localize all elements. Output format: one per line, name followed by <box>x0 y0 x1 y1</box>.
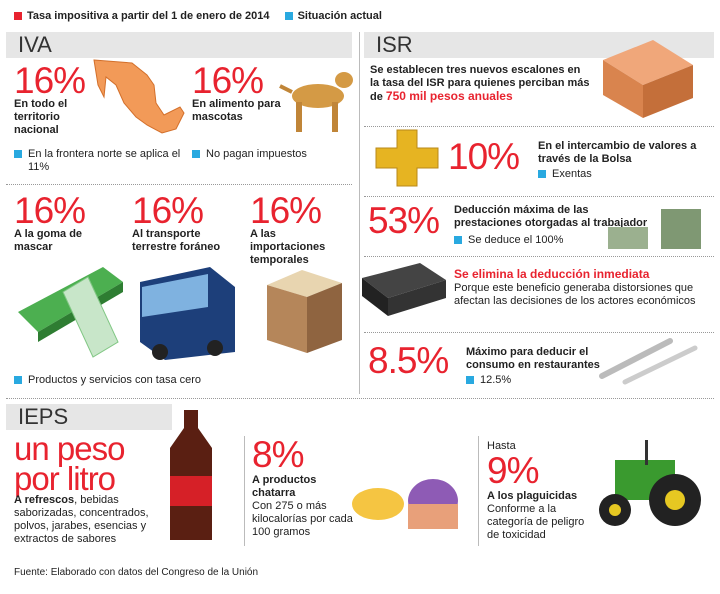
section-title: IEPS <box>18 404 69 429</box>
desc: En el intercambio de valores a través de… <box>538 140 697 165</box>
rate: 8.5% <box>368 340 449 381</box>
rate: 8% <box>252 434 304 475</box>
current: Exentas <box>538 168 702 181</box>
divider <box>359 32 360 394</box>
ieps-header: IEPS <box>6 404 172 430</box>
mexico-map <box>93 59 185 134</box>
desc: Con 275 o más kilocalorías por cada 100 … <box>252 500 353 538</box>
calculator-illustration <box>362 263 446 316</box>
desc: A refrescos, bebidas saborizadas, concen… <box>14 494 164 546</box>
section-title: IVA <box>18 32 52 57</box>
desc: Al transporte terrestre foráneo <box>132 228 221 253</box>
tractor-illustration <box>599 440 701 526</box>
bottle-illustration <box>170 410 212 540</box>
current: En la frontera norte se aplica el 11% <box>14 148 198 174</box>
section-title: ISR <box>376 32 413 57</box>
rate: 53% <box>368 200 440 241</box>
dog-illustration <box>279 72 353 132</box>
money-illustration <box>603 40 693 118</box>
rate: un peso por litro <box>14 430 125 497</box>
desc: Máximo para deducir el consumo en restau… <box>466 346 600 371</box>
divider <box>364 256 714 257</box>
desc: Porque este beneficio generaba distorsio… <box>454 282 696 307</box>
rate: 16% <box>192 60 264 101</box>
desc: En todo el territorio nacional <box>14 98 68 136</box>
rate: 16% <box>14 60 86 101</box>
rate: 16% <box>132 190 204 231</box>
prefix: Hasta <box>487 440 516 452</box>
legend-swatch <box>284 12 293 21</box>
divider <box>364 196 714 197</box>
desc-text: , bebidas saborizadas, concentrados, pol… <box>14 494 149 545</box>
rate: 16% <box>250 190 322 231</box>
desc: Deducción máxima de las prestaciones oto… <box>454 204 648 229</box>
source: Fuente: Elaborado con datos del Congreso… <box>14 567 259 578</box>
lead: A productos chatarra <box>252 474 317 499</box>
rate: 10% <box>448 136 520 177</box>
current: No pagan impuestos <box>192 148 356 161</box>
legend-swatch <box>14 12 22 21</box>
legend: Tasa impositiva a partir del 1 de enero … <box>14 10 382 22</box>
iva-header: IVA <box>6 32 352 58</box>
desc: En alimento para mascotas <box>192 98 281 123</box>
lead: A refrescos <box>14 494 75 506</box>
rate: 9% <box>487 450 539 491</box>
desc: Conforme a la categoría de peligro de to… <box>487 503 585 541</box>
current: Se deduce el 100% <box>454 234 618 247</box>
bus-illustration <box>140 267 235 360</box>
current: 12.5% <box>466 374 600 387</box>
intro-highlight: 750 mil pesos anuales <box>385 89 513 103</box>
gum-illustration <box>18 267 123 358</box>
headline: Se elimina la deducción inmediata <box>454 267 650 281</box>
rate: 16% <box>14 190 86 231</box>
intro: Se establecen tres nuevos escalones en l… <box>370 64 590 103</box>
legend-label: Situación actual <box>297 10 382 22</box>
divider <box>364 126 714 127</box>
legend-label: Tasa impositiva a partir del 1 de enero … <box>27 10 270 22</box>
divider <box>364 332 714 333</box>
desc: A las importaciones temporales <box>250 228 326 266</box>
isr-intro: Se establecen tres nuevos escalones en l… <box>370 64 590 104</box>
cutlery-illustration <box>599 338 698 385</box>
desc: A la goma de mascar <box>14 228 83 253</box>
cross-illustration <box>375 129 439 187</box>
cash-illustration <box>608 209 701 249</box>
divider <box>6 398 714 399</box>
food-illustration <box>352 479 458 529</box>
divider <box>478 436 479 546</box>
divider <box>244 436 245 546</box>
divider <box>6 184 352 185</box>
lead: A los plaguicidas <box>487 490 578 502</box>
crate-illustration <box>267 270 342 353</box>
note: Productos y servicios con tasa cero <box>14 374 328 387</box>
